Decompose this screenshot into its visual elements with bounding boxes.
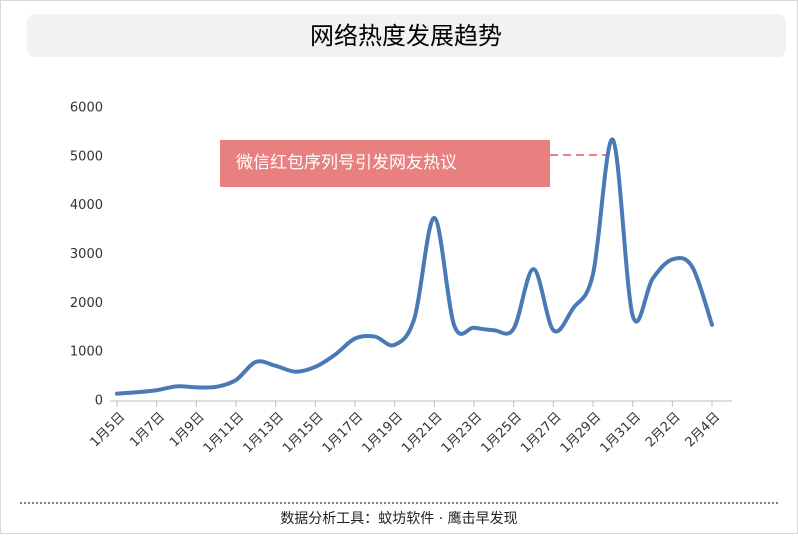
y-tick-label: 0 xyxy=(95,394,103,409)
title-box xyxy=(27,14,786,57)
line xyxy=(115,137,714,396)
y-tick-label: 1000 xyxy=(70,345,103,360)
y-tick-label: 5000 xyxy=(70,149,103,164)
source: 数据分析工具：蚊坊软件 · 鹰击早发现 xyxy=(280,511,517,527)
y-tick-label: 4000 xyxy=(70,198,103,213)
y-tick-label: 6000 xyxy=(70,101,103,116)
chart-title: 网络热度发展趋势 xyxy=(310,22,502,50)
annotation-box xyxy=(220,140,550,187)
y-tick-label: 3000 xyxy=(70,247,103,262)
annotation: 微信红包序列号引发网友热议 xyxy=(236,153,457,173)
y-tick-label: 2000 xyxy=(70,296,103,311)
